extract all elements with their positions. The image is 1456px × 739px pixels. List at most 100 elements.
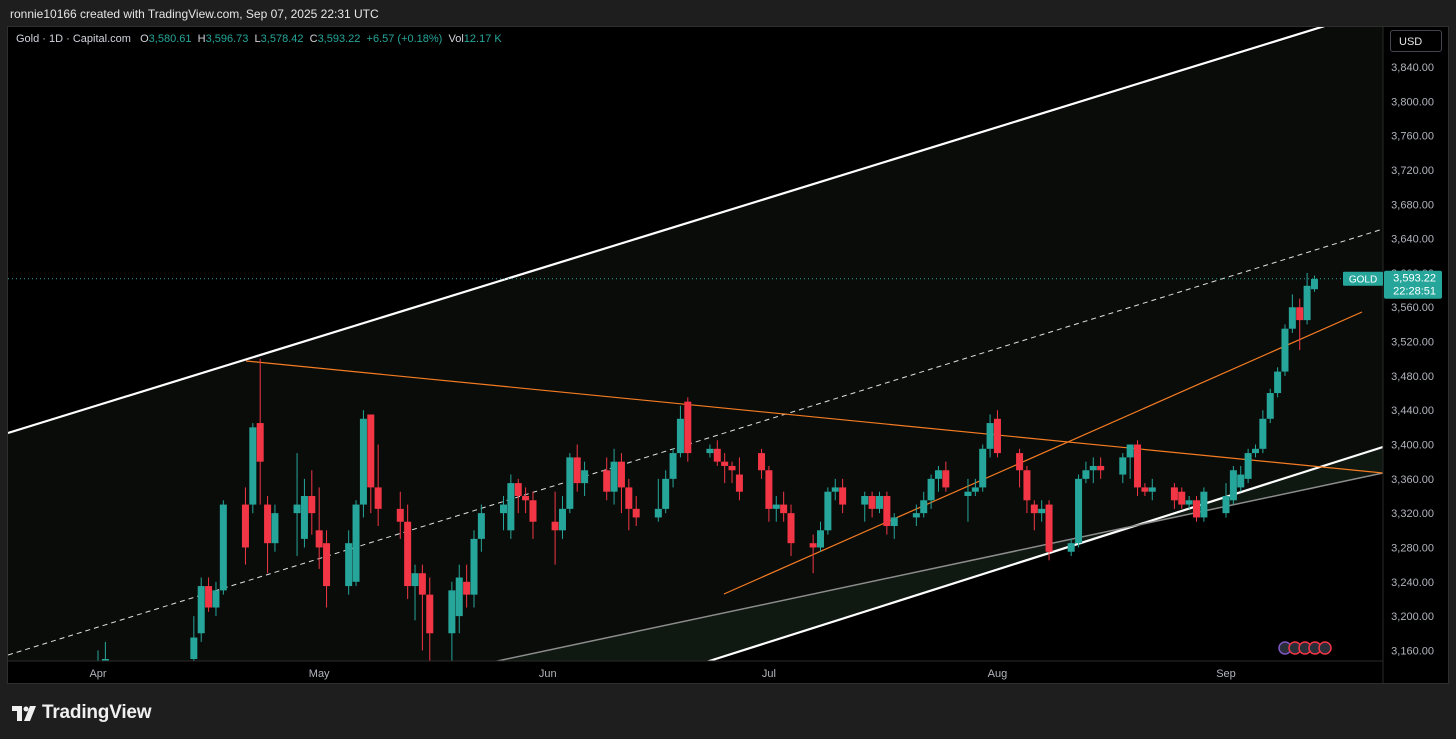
volume-value: 12.17 K [463, 33, 502, 45]
candle-body [323, 543, 331, 587]
price-tick-label: 3,760.00 [1391, 131, 1434, 143]
time-tick-label: Sep [1216, 668, 1236, 680]
candle-body [684, 401, 692, 454]
symbol-tag-bg [1343, 271, 1383, 286]
candle-body [241, 504, 249, 548]
close-value: 3,593.22 [317, 33, 361, 45]
candle-body [499, 504, 507, 514]
candle-body [581, 470, 589, 484]
close-label: C [309, 33, 318, 45]
price-chart[interactable]: 3,160.00 3,200.00 3,240.00 3,280.00 3,320.00… [8, 27, 1448, 683]
candle-body [831, 487, 839, 492]
candle-body [986, 423, 994, 449]
price-tick-label: 3,440.00 [1391, 405, 1434, 417]
open-label: O [140, 33, 149, 45]
candle-body [1178, 491, 1186, 505]
candle-body [765, 470, 773, 509]
currency-button[interactable]: USD [1390, 30, 1442, 52]
candle-body [1089, 465, 1097, 471]
price-tag-bg [1384, 270, 1442, 299]
candle-body [993, 418, 1001, 454]
candle-body [632, 508, 640, 518]
candle-body [1237, 474, 1245, 488]
price-tick-label: 3,400.00 [1391, 440, 1434, 452]
candle-body [839, 487, 847, 505]
candle-body [1097, 465, 1105, 471]
price-tick-label: 3,320.00 [1391, 508, 1434, 520]
candle-body [470, 538, 478, 595]
symbol-label: Gold · 1D · Capital.com [16, 33, 131, 45]
candle-body [824, 491, 832, 531]
price-tick-label: 3,480.00 [1391, 371, 1434, 383]
candle-body [1296, 307, 1304, 321]
candle-body [477, 513, 485, 539]
price-tick-label: 3,800.00 [1391, 96, 1434, 108]
candle-body [676, 418, 684, 454]
candle-body [396, 508, 404, 522]
candle-body [1288, 307, 1296, 329]
candle-body [566, 457, 574, 509]
candle-body [617, 461, 625, 488]
volume-label: Vol [448, 33, 464, 45]
symbol-tag-text: GOLD [1349, 275, 1377, 286]
time-tick-label: Jul [762, 668, 776, 680]
open-value: 3,580.61 [148, 33, 192, 45]
candle-body [861, 495, 869, 505]
price-tick-label: 3,280.00 [1391, 542, 1434, 554]
candle-body [934, 470, 942, 479]
candle-body [264, 504, 272, 544]
high-label: H [197, 33, 206, 45]
candle-body [1023, 470, 1031, 501]
ascending-trendline [723, 311, 1363, 595]
candle-body [1038, 508, 1046, 514]
candle-body [1281, 328, 1289, 372]
candle-body [1075, 478, 1083, 544]
tradingview-logo-icon [12, 705, 36, 721]
candle-body [514, 483, 522, 496]
event-flag-icon[interactable] [1318, 641, 1332, 655]
channel-upper-line [8, 27, 1326, 435]
price-tick-label: 3,200.00 [1391, 611, 1434, 623]
candle-body [558, 508, 566, 531]
candle-body [529, 500, 537, 522]
candle-body [1126, 444, 1134, 458]
candle-body [190, 637, 198, 659]
candle-body [271, 513, 279, 544]
time-axis-bg [8, 661, 1448, 683]
chart-area[interactable]: 3,160.00 3,200.00 3,240.00 3,280.00 3,320.00… [7, 26, 1449, 684]
candle-body [1303, 285, 1311, 321]
descending-trendline [245, 360, 1384, 474]
candle-body [426, 594, 434, 634]
candle-body [610, 461, 618, 492]
candle-body [308, 495, 316, 514]
candle-body [964, 491, 972, 496]
candle-body [507, 483, 515, 531]
candle-body [522, 495, 530, 501]
candle-body [455, 577, 463, 617]
candle-body [883, 495, 891, 527]
channel-lower-line [702, 445, 1384, 665]
footer-bar: TradingView [0, 684, 1456, 739]
candle-body [890, 517, 898, 527]
candle-body [1200, 491, 1208, 518]
candle-body [345, 543, 353, 587]
candle-body [1030, 504, 1038, 514]
candle-body [359, 418, 367, 505]
time-tick-label: Jun [539, 668, 557, 680]
time-tick-label: Apr [89, 668, 106, 680]
candle-body [411, 573, 419, 587]
attribution-bar: ronnie10166 created with TradingView.com… [0, 0, 1456, 26]
tradingview-logo[interactable]: TradingView [12, 702, 152, 723]
candle-body [205, 586, 213, 608]
candle-body [772, 504, 780, 509]
attribution-text: ronnie10166 created with TradingView.com… [10, 7, 379, 21]
candle-body [1251, 448, 1259, 454]
time-tick-label: May [309, 668, 330, 680]
candle-body [418, 573, 426, 595]
price-tick-label: 3,560.00 [1391, 302, 1434, 314]
candle-body [927, 478, 935, 501]
tradingview-logo-text: TradingView [42, 702, 152, 723]
price-tick-label: 3,520.00 [1391, 337, 1434, 349]
candle-body [942, 470, 950, 488]
ohlc-legend: Gold · 1D · Capital.com O3,580.61 H3,596… [16, 33, 502, 45]
